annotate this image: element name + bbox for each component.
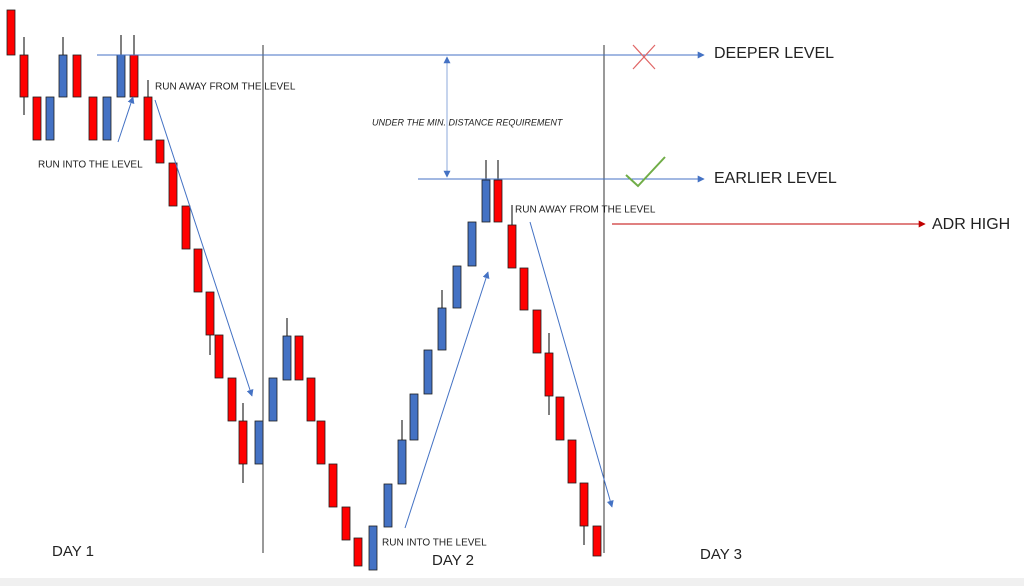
annotation: UNDER THE MIN. DISTANCE REQUIREMENT [372, 117, 564, 127]
annotation: RUN AWAY FROM THE LEVEL [155, 82, 296, 93]
annotation: RUN AWAY FROM THE LEVEL [515, 205, 656, 216]
candle-body [579, 482, 589, 527]
cross-icon [632, 44, 656, 70]
candle-body [282, 335, 292, 381]
candle-body [567, 439, 577, 484]
arrow [117, 96, 135, 143]
candle-body [544, 352, 554, 397]
candle-body [58, 54, 68, 98]
candle-body [316, 420, 326, 465]
arrow [154, 99, 254, 397]
day-label: DAY 3 [700, 546, 742, 563]
check-icon [625, 156, 666, 188]
candle-body [437, 307, 447, 351]
candle-body [353, 537, 363, 567]
arrow [529, 221, 614, 508]
candle-body [6, 9, 16, 56]
candle-body [397, 439, 407, 485]
candle-body [254, 420, 264, 465]
candle-body [116, 54, 126, 98]
candle-body [32, 96, 42, 141]
candle-body [328, 463, 338, 508]
candle-body [368, 525, 378, 571]
candle-body [452, 265, 462, 309]
candle-body [423, 349, 433, 395]
candle-body [532, 309, 542, 354]
candle-body [129, 54, 139, 98]
candle-body [268, 377, 278, 422]
candle-body [72, 54, 82, 98]
day-label: DAY 1 [52, 543, 94, 560]
candle-body [294, 335, 304, 381]
candle-body [555, 396, 565, 441]
level-label: EARLIER LEVEL [714, 170, 837, 187]
candle-body [493, 179, 503, 223]
candle-body [143, 96, 153, 141]
annotation: RUN INTO THE LEVEL [382, 538, 487, 549]
candle-body [205, 291, 215, 336]
level-label: ADR HIGH [932, 216, 1010, 233]
candle-body [467, 221, 477, 267]
candles [6, 9, 602, 571]
candle-body [88, 96, 98, 141]
candle-body [592, 525, 602, 557]
candle-body [102, 96, 112, 141]
day-label: DAY 2 [432, 552, 474, 569]
candle-body [193, 248, 203, 293]
candle-body [181, 205, 191, 250]
candle-body [168, 162, 178, 207]
candle-body [45, 96, 55, 141]
candle-body [238, 420, 248, 465]
candle-body [19, 54, 29, 98]
candle-body [227, 377, 237, 422]
candle-body [383, 483, 393, 528]
arrow [404, 271, 490, 529]
candle-body [519, 267, 529, 311]
candle-body [409, 393, 419, 441]
level-label: DEEPER LEVEL [714, 45, 834, 62]
candle-body [214, 334, 224, 379]
candle-body [507, 224, 517, 269]
bottom-bar [0, 578, 1024, 586]
candle-body [155, 139, 165, 164]
candle-body [306, 377, 316, 422]
candle-body [481, 179, 491, 223]
annotation: RUN INTO THE LEVEL [38, 160, 143, 171]
candle-body [341, 506, 351, 541]
